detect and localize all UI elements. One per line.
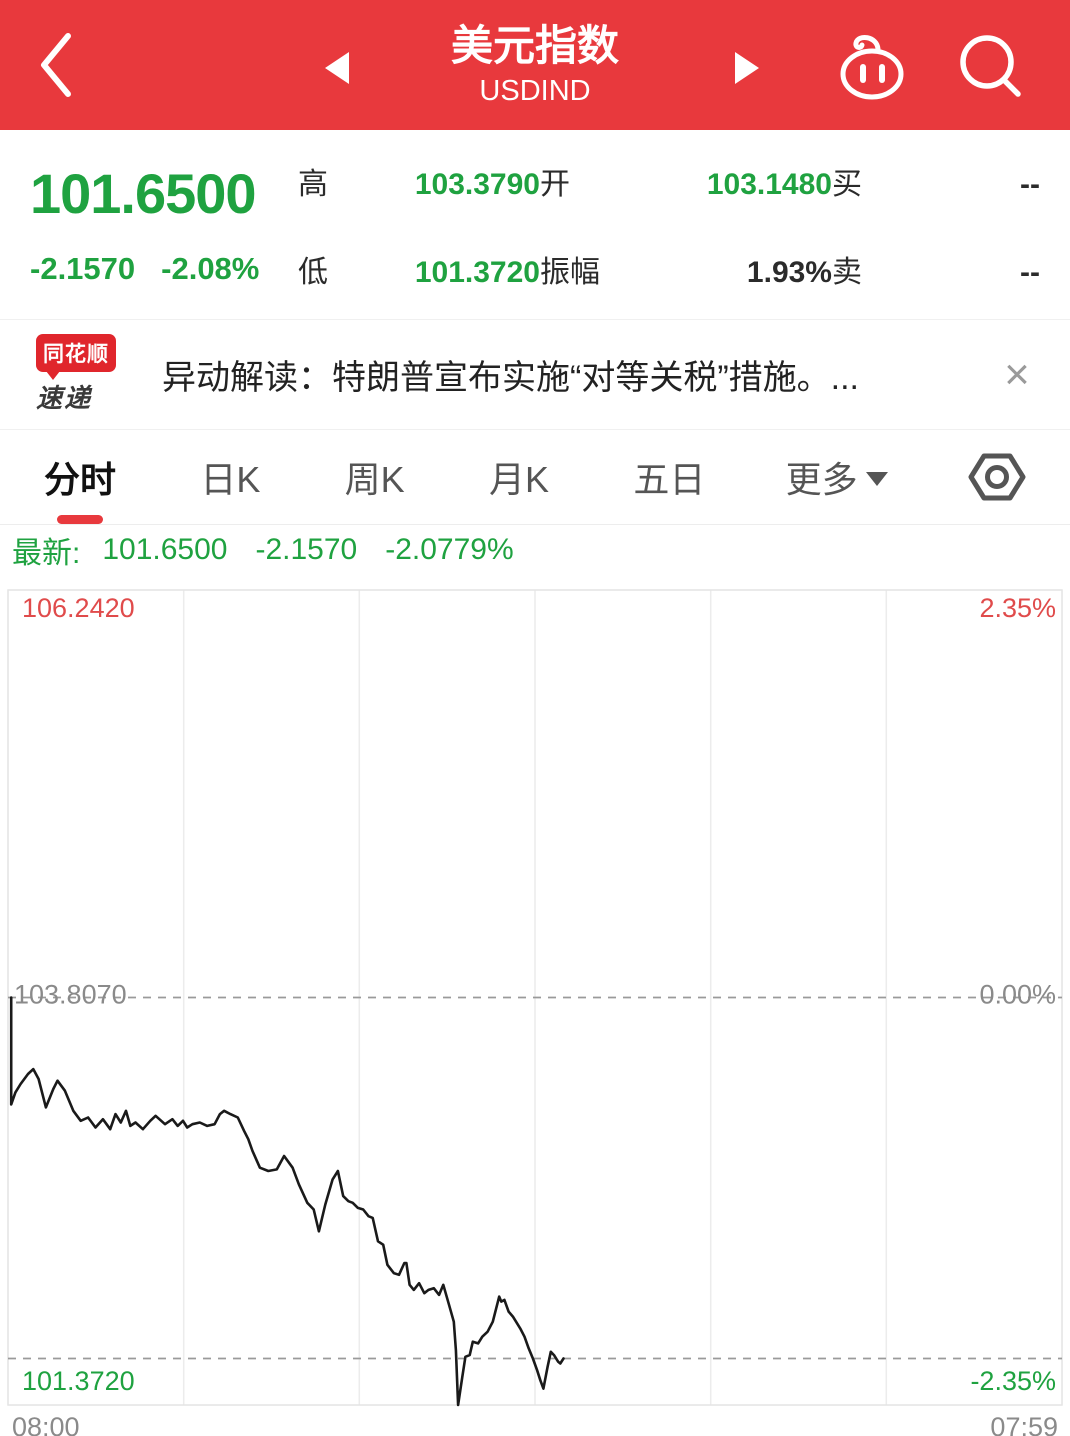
last-price: 101.6500: [30, 161, 257, 225]
price-change-pct: -2.08%: [161, 250, 260, 286]
axis-top-price: 106.2420: [22, 593, 135, 623]
tab-more[interactable]: 更多: [786, 451, 888, 503]
title-block: 美元指数 USDIND: [0, 0, 1070, 130]
time-axis: 08:00 07:59: [0, 1407, 1070, 1436]
latest-change-pct: -2.0779%: [385, 533, 514, 566]
time-start: 08:00: [12, 1412, 80, 1436]
latest-change: -2.1570: [255, 533, 358, 566]
stat-high: 高 103.3790: [298, 167, 540, 201]
instrument-code: USDIND: [479, 75, 591, 107]
latest-price: 101.6500: [102, 533, 228, 566]
stat-grid: 高 103.3790 低 101.3720 开 103.1480 振幅 1.93…: [270, 159, 1040, 291]
back-icon[interactable]: [34, 30, 78, 100]
chart-settings-icon[interactable]: [964, 444, 1030, 510]
stat-open: 开 103.1480: [540, 167, 832, 201]
price-change: -2.1570: [30, 250, 136, 286]
latest-label: 最新:: [12, 537, 81, 570]
ths-express-logo: 同花顺 速递: [36, 334, 136, 415]
tab-five-day[interactable]: 五日: [633, 459, 706, 500]
minute-chart-canvas[interactable]: [0, 575, 1070, 1407]
axis-bottom-pct: -2.35%: [970, 1366, 1056, 1396]
active-tab-indicator: [57, 515, 103, 524]
app-header: 美元指数 USDIND: [0, 0, 1070, 130]
time-end: 07:59: [990, 1412, 1058, 1436]
ths-logo-sub: 速递: [36, 383, 93, 413]
tab-monthly-k[interactable]: 月K: [488, 459, 549, 500]
latest-readout: 最新: 101.6500 -2.1570 -2.0779%: [0, 525, 1070, 575]
stat-amplitude: 振幅 1.93%: [540, 255, 832, 289]
tab-minute[interactable]: 分时: [40, 451, 120, 524]
prev-instrument-arrow-icon[interactable]: [325, 52, 349, 84]
stat-bid: 买 --: [832, 167, 1040, 201]
axis-mid-price: 103.8070: [14, 979, 127, 1010]
stat-low: 低 101.3720: [298, 255, 540, 289]
page-title: 美元指数: [450, 22, 619, 69]
ths-logo-bubble: 同花顺: [36, 334, 116, 380]
period-tabs: 分时 日K 周K 月K 五日 更多: [0, 430, 1070, 525]
close-icon[interactable]: ×: [1004, 349, 1030, 399]
ai-robot-icon[interactable]: [832, 28, 910, 106]
news-headline[interactable]: 异动解读：特朗普宣布实施“对等关税”措施。...: [162, 359, 859, 397]
minute-chart[interactable]: 106.2420 2.35% 103.8070 0.00% 101.3720 -…: [0, 575, 1070, 1407]
price-block: 101.6500 -2.1570 -2.08%: [30, 161, 270, 287]
chevron-down-icon: [865, 472, 888, 486]
axis-mid-pct: 0.00%: [979, 979, 1056, 1010]
axis-top-pct: 2.35%: [979, 593, 1056, 623]
tab-daily-k[interactable]: 日K: [200, 459, 261, 500]
quote-summary: 101.6500 -2.1570 -2.08% 高 103.3790 低 101…: [0, 130, 1070, 320]
axis-bottom-price: 101.3720: [22, 1366, 135, 1396]
tab-weekly-k[interactable]: 周K: [344, 459, 405, 500]
next-instrument-arrow-icon[interactable]: [735, 52, 759, 84]
stat-ask: 卖 --: [832, 255, 1040, 289]
search-icon[interactable]: [952, 28, 1030, 106]
news-bar[interactable]: 同花顺 速递 异动解读：特朗普宣布实施“对等关税”措施。... ×: [0, 320, 1070, 430]
